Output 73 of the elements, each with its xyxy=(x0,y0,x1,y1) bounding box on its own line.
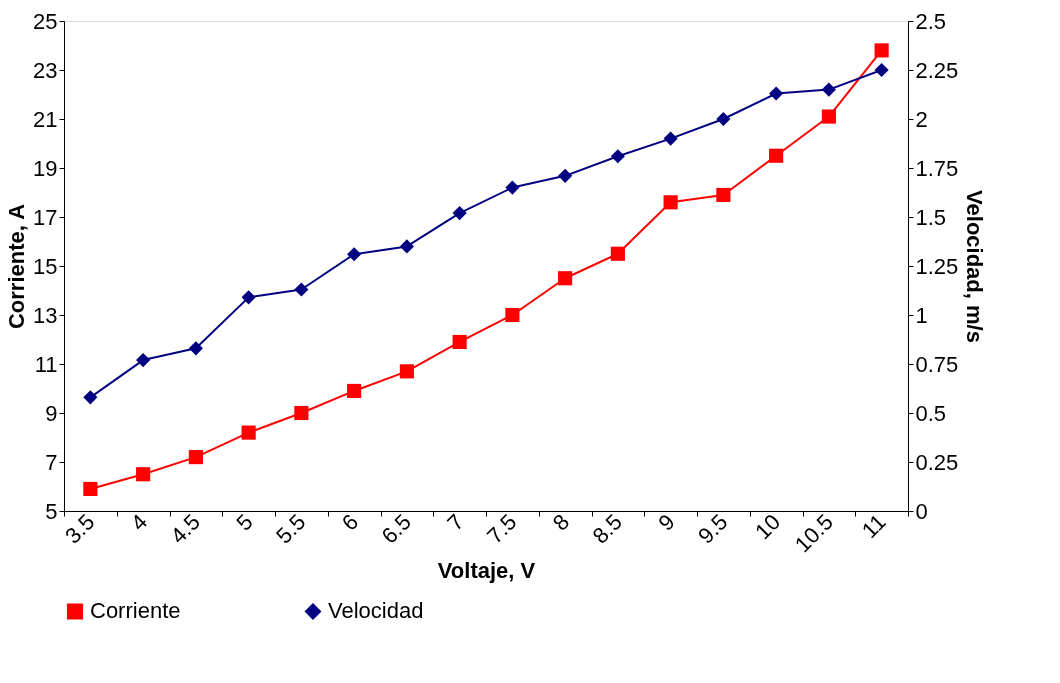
y-tick-label: 15 xyxy=(33,253,58,279)
y-tick-label: 17 xyxy=(33,204,58,230)
y2-tick-label: 1.75 xyxy=(915,155,959,181)
y2-tick-label: 1.5 xyxy=(915,204,947,230)
point xyxy=(505,180,520,195)
x-tick-label: 8 xyxy=(547,509,575,536)
y2-axis-title: Velocidad, m/s xyxy=(962,190,988,343)
point xyxy=(663,131,678,146)
x-tick-label: 9.5 xyxy=(693,509,733,549)
point xyxy=(83,481,98,497)
y2-tick-label: 0.25 xyxy=(915,449,959,475)
x-tick-label: 6 xyxy=(336,509,364,536)
y-tick-label: 23 xyxy=(33,57,58,83)
y-tick-label: 25 xyxy=(33,8,58,34)
y-tick-label: 19 xyxy=(33,155,58,181)
y2-tick-label: 0.75 xyxy=(915,351,959,377)
point xyxy=(821,109,836,124)
point xyxy=(188,341,203,356)
y2-tick-label: 1.25 xyxy=(915,253,959,279)
point xyxy=(188,450,203,465)
point xyxy=(136,353,151,368)
x-tick-label: 4.5 xyxy=(165,509,205,549)
point xyxy=(399,364,414,379)
point xyxy=(769,86,784,101)
x-tick-label: 10 xyxy=(750,509,786,545)
point xyxy=(399,239,414,254)
x-tick-label: 7 xyxy=(442,509,469,536)
point xyxy=(610,149,625,164)
y2-tick-label: 0.5 xyxy=(915,400,947,426)
x-tick-label: 7.5 xyxy=(482,509,522,549)
point xyxy=(874,43,889,58)
point xyxy=(241,425,256,440)
x-tick-label: 11 xyxy=(856,509,891,544)
point xyxy=(716,187,731,203)
x-tick-label: 5.5 xyxy=(271,509,311,549)
point xyxy=(136,467,151,482)
y-tick-label: 13 xyxy=(33,302,58,328)
point xyxy=(821,82,836,97)
point xyxy=(716,111,731,127)
y-tick-label: 21 xyxy=(33,106,58,132)
point xyxy=(83,390,98,405)
legend-label: Corriente xyxy=(90,598,181,624)
x-tick-label: 5 xyxy=(231,509,258,536)
y-tick-label: 7 xyxy=(45,449,58,475)
point xyxy=(874,62,889,78)
y2-tick-label: 2 xyxy=(915,106,928,132)
x-tick-label: 6.5 xyxy=(376,509,416,549)
x-tick-label: 9 xyxy=(653,509,680,536)
point xyxy=(294,282,309,297)
y2-tick-label: 2.5 xyxy=(915,8,947,34)
y-tick-label: 11 xyxy=(34,351,58,377)
point xyxy=(610,246,625,261)
legend-label: Velocidad xyxy=(328,598,424,624)
point xyxy=(505,307,520,323)
point xyxy=(558,168,573,183)
x-axis-title: Voltaje, V xyxy=(437,557,536,583)
point xyxy=(452,334,467,350)
y2-tick-label: 2.25 xyxy=(915,57,959,83)
point xyxy=(347,383,362,399)
point xyxy=(452,206,467,221)
point xyxy=(241,290,256,305)
y2-tick-label: 0 xyxy=(915,498,928,524)
y2-tick-label: 1 xyxy=(915,302,928,328)
point xyxy=(558,271,573,286)
point xyxy=(663,195,678,210)
point xyxy=(294,405,309,421)
x-tick-label: 3.5 xyxy=(60,509,100,549)
y-tick-label: 9 xyxy=(45,400,58,426)
point xyxy=(347,247,362,262)
x-tick-label: 4 xyxy=(125,509,153,536)
point xyxy=(769,148,784,163)
y-axis-title: Corriente, A xyxy=(4,203,30,330)
x-tick-label: 8.5 xyxy=(587,509,627,549)
